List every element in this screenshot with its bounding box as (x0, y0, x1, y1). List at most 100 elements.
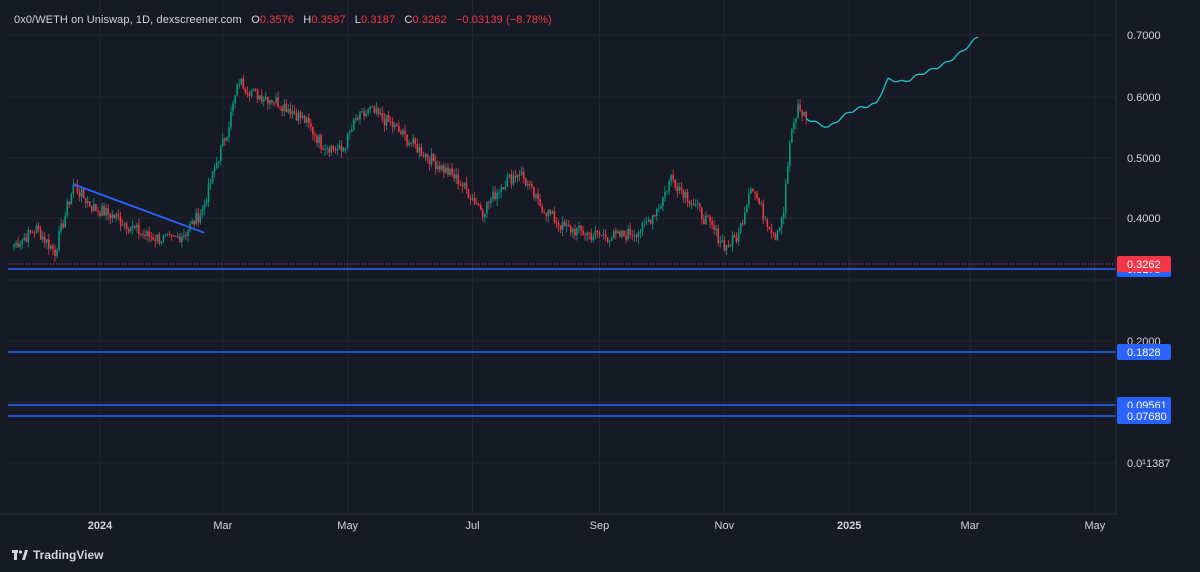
candle-body (289, 108, 292, 115)
candle-body (15, 242, 17, 246)
candle-body (64, 215, 67, 228)
time-tick-label: Sep (590, 520, 610, 532)
candle-body (725, 245, 728, 251)
candle-body (420, 147, 423, 156)
candle-body (692, 203, 695, 205)
candle-body (711, 221, 713, 225)
candle-body (236, 84, 238, 96)
candle-body (82, 188, 85, 198)
candle-body (424, 154, 427, 157)
trendline[interactable] (73, 183, 205, 234)
candle-body (246, 92, 249, 94)
candle-body (76, 185, 79, 194)
candle-body (637, 232, 640, 238)
candle-body (639, 231, 642, 233)
candle-body (766, 219, 769, 227)
high-label: H (303, 14, 312, 26)
candle-body (494, 191, 496, 200)
candle-body (733, 235, 736, 238)
candle-body (33, 233, 36, 234)
candle-body (590, 233, 593, 240)
level-price-label: 0.1828 (1127, 347, 1161, 359)
candle-body (453, 174, 455, 179)
candle-body (72, 184, 75, 194)
candle-body (293, 110, 296, 114)
horizontal-levels[interactable] (8, 268, 1116, 417)
candle-body (97, 210, 99, 212)
candle-body (510, 174, 513, 184)
candle-body (215, 162, 218, 168)
candle-body (381, 112, 384, 120)
candle-body (414, 138, 417, 145)
candle-body (138, 224, 140, 235)
candle-body (183, 235, 185, 237)
candle-body (504, 186, 507, 190)
candle-body (572, 228, 574, 233)
tradingview-logo-icon (12, 550, 28, 560)
candle-body (686, 191, 689, 202)
candle-body (80, 188, 83, 197)
candle-body (271, 100, 273, 103)
candle-body (477, 204, 480, 206)
candle-body (574, 228, 576, 236)
candle-body (379, 112, 382, 115)
candle-body (396, 124, 398, 126)
candle-body (604, 234, 607, 238)
candle-body (31, 232, 34, 234)
candle-body (520, 172, 523, 176)
candle-body (441, 165, 443, 171)
candle-body (492, 191, 494, 199)
time-tick-label: Mar (960, 520, 979, 532)
tradingview-brand[interactable]: TradingView (12, 548, 103, 562)
candle-body (84, 197, 87, 204)
candle-body (119, 216, 122, 225)
candle-body (217, 161, 220, 163)
candle-body (557, 223, 560, 226)
candle-body (484, 213, 486, 217)
candle-body (303, 115, 306, 123)
time-axis[interactable]: 2024 Mar May Jul Sep Nov 2025 Mar May (88, 520, 1106, 532)
candle-body (502, 187, 505, 190)
candle-body (310, 123, 312, 128)
candle-body (369, 106, 372, 110)
candle-body (660, 206, 662, 209)
candle-body (197, 212, 200, 223)
candle-body (791, 129, 793, 143)
time-tick-label: 2024 (88, 520, 113, 532)
candle-body (86, 201, 89, 204)
candle-body (273, 102, 275, 104)
projection-path (805, 36, 979, 128)
candle-body (570, 226, 572, 233)
candle-body (160, 241, 163, 244)
candle-body (43, 236, 46, 243)
high-value: 0.3587 (311, 14, 346, 26)
candle-body (19, 244, 21, 248)
candle-body (344, 147, 347, 149)
candle-body (723, 240, 726, 251)
candle-body (105, 208, 107, 216)
candle-body (789, 142, 791, 166)
candle-body (649, 219, 652, 224)
candle-body (451, 168, 453, 175)
candle-body (705, 215, 707, 225)
symbol-title[interactable]: 0x0/WETH on Uniswap, 1D, dexscreener.com (14, 14, 242, 26)
candle-body (776, 230, 779, 240)
candle-body (328, 148, 331, 153)
candle-body (594, 230, 597, 237)
candle-body (342, 148, 345, 152)
candle-body (50, 245, 52, 249)
projection-line[interactable] (805, 36, 979, 128)
candle-body (553, 211, 556, 223)
candle-body (281, 107, 283, 111)
candle-body (713, 224, 715, 230)
candle-body (555, 222, 558, 224)
candle-body (475, 203, 478, 205)
candle-body (127, 229, 130, 232)
candle-body (367, 109, 369, 114)
candle-body (146, 231, 148, 236)
candle-body (269, 100, 271, 104)
candle-body (561, 221, 564, 230)
